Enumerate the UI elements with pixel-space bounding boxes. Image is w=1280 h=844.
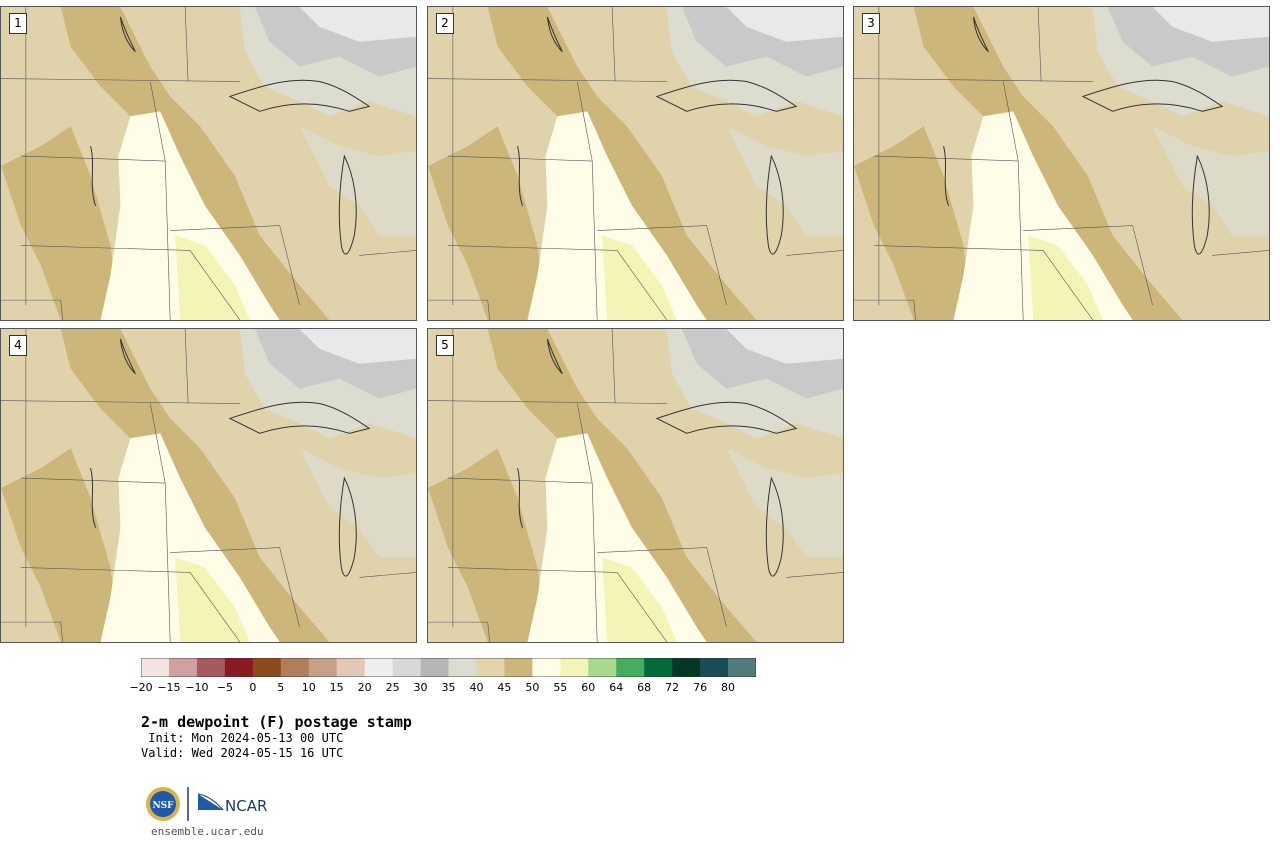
nsf-logo-icon: NSF (146, 787, 180, 821)
colorbar-tick-label: 80 (721, 681, 736, 694)
panel-label-2: 2 (436, 13, 454, 34)
map-panel-5: 5 (427, 328, 844, 643)
colorbar-swatch (196, 658, 226, 677)
colorbar-swatch (616, 658, 645, 677)
colorbar-swatch (728, 658, 756, 677)
colorbar-swatch (336, 658, 365, 677)
colorbar-tick-label: 76 (693, 681, 708, 694)
colorbar-swatch (588, 658, 617, 677)
colorbar-tick-label: 50 (525, 681, 540, 694)
colorbar-swatch (308, 658, 337, 677)
colorbar-swatch (700, 658, 729, 677)
colorbar-tick-label: 10 (301, 681, 316, 694)
colorbar-swatch (560, 658, 589, 677)
colorbar-swatch (504, 658, 533, 677)
colorbar-tick-label: −10 (185, 681, 209, 694)
colorbar-tick-label: 40 (469, 681, 484, 694)
colorbar-swatch (392, 658, 421, 677)
colorbar-tick-label: 30 (413, 681, 428, 694)
colorbar-swatch (224, 658, 254, 677)
panel-label-3: 3 (862, 13, 880, 34)
panel-label-1: 1 (9, 13, 27, 34)
colorbar-tick-label: 60 (581, 681, 596, 694)
colorbar-swatch (420, 658, 449, 677)
colorbar-tick-label: 15 (329, 681, 344, 694)
map-panel-4: 4 (0, 328, 417, 643)
map-panel-3: 3 (853, 6, 1270, 321)
init-time: Init: Mon 2024-05-13 00 UTC (141, 731, 344, 745)
colorbar-ticks: −20 −15 −10 −5 0 5 10 15 20 25 30 35 40 45 50 55 60 64 68 7… (129, 681, 781, 695)
colorbar-swatch (252, 658, 282, 677)
colorbar-tick-label: 35 (441, 681, 456, 694)
colorbar-tick-label: 5 (277, 681, 285, 694)
colorbar-swatch (448, 658, 477, 677)
colorbar-tick-label: 25 (385, 681, 400, 694)
figure-title: 2-m dewpoint (F) postage stamp (141, 713, 412, 731)
panel-label-4: 4 (9, 335, 27, 356)
nsf-ncar-logos: NSF NCAR (146, 787, 267, 821)
colorbar-swatch (672, 658, 701, 677)
colorbar-tick-label: −20 (129, 681, 153, 694)
colorbar-tick-label: 55 (553, 681, 568, 694)
colorbar-tick-label: 20 (357, 681, 372, 694)
colorbar-swatch (476, 658, 505, 677)
colorbar-swatch (168, 658, 198, 677)
colorbar-tick-label: 72 (665, 681, 680, 694)
panel-label-5: 5 (436, 335, 454, 356)
ncar-logo-text: NCAR (225, 797, 267, 815)
colorbar-swatch (141, 658, 170, 677)
site-url: ensemble.ucar.edu (151, 825, 264, 838)
colorbar (141, 658, 756, 677)
colorbar-tick-label: −15 (157, 681, 181, 694)
colorbar-swatch (644, 658, 673, 677)
colorbar-tick-label: 64 (609, 681, 624, 694)
colorbar-tick-label: 0 (249, 681, 257, 694)
nsf-logo-text: NSF (152, 801, 174, 811)
colorbar-tick-label: 45 (497, 681, 512, 694)
valid-time: Valid: Wed 2024-05-15 16 UTC (141, 746, 344, 760)
colorbar-swatch (280, 658, 310, 677)
map-panel-1: 1 (0, 6, 417, 321)
ncar-logo-icon: NCAR (197, 793, 267, 815)
colorbar-tick-label: 68 (637, 681, 652, 694)
colorbar-swatch (364, 658, 393, 677)
colorbar-tick-label: −5 (216, 681, 233, 694)
colorbar-swatch (532, 658, 561, 677)
map-panel-2: 2 (427, 6, 844, 321)
